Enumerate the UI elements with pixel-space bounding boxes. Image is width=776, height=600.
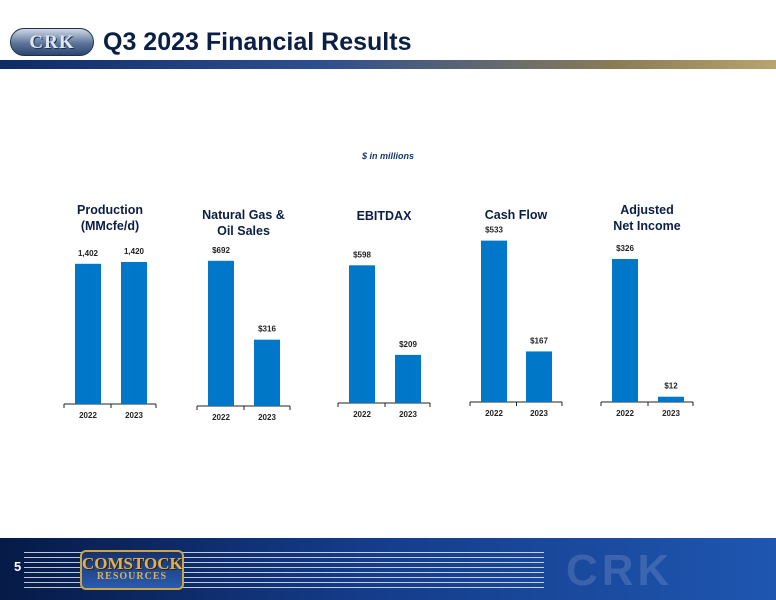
page-number: 5 (14, 559, 22, 574)
bar (121, 262, 147, 404)
units-subtitle: $ in millions (361, 151, 414, 161)
crk-watermark-icon: CRK (566, 546, 674, 595)
category-label: 2023 (399, 410, 417, 419)
data-label: $12 (664, 382, 678, 391)
chart-title: Net Income (613, 219, 680, 233)
data-label: $167 (530, 336, 548, 345)
bar (526, 351, 552, 402)
chart-title: (MMcfe/d) (81, 219, 139, 233)
data-label: 1,402 (78, 249, 99, 258)
comstock-resources-logo-icon: COMSTOCK RESOURCES (80, 550, 184, 590)
crk-logo-icon: CRK (10, 28, 94, 56)
category-label: 2022 (212, 413, 230, 422)
bar (349, 265, 375, 403)
bar (208, 260, 234, 406)
bar (481, 240, 507, 402)
page-title: Q3 2023 Financial Results (103, 28, 412, 56)
category-label: 2022 (79, 411, 97, 420)
bar (612, 259, 638, 402)
data-label: $209 (399, 340, 417, 349)
data-label: 1,420 (124, 247, 145, 256)
category-label: 2023 (125, 411, 143, 420)
slide-header: CRK Q3 2023 Financial Results (0, 0, 776, 70)
data-label: $533 (485, 226, 503, 235)
bar (254, 339, 280, 406)
bar (75, 263, 101, 404)
data-label: $692 (212, 246, 230, 255)
bar (658, 396, 684, 402)
category-label: 2023 (258, 413, 276, 422)
chart-title: Cash Flow (485, 208, 548, 222)
chart-title: Oil Sales (217, 224, 270, 238)
data-label: $316 (258, 325, 276, 334)
chart-title: Adjusted (620, 203, 673, 217)
header-divider (0, 60, 776, 69)
slide-footer: 5 COMSTOCK RESOURCES CRK (0, 538, 776, 600)
chart-title: Production (77, 203, 143, 217)
chart-title: EBITDAX (357, 209, 413, 223)
category-label: 2023 (662, 409, 680, 418)
category-label: 2022 (485, 409, 503, 418)
category-label: 2022 (616, 409, 634, 418)
data-label: $598 (353, 250, 371, 259)
data-label: $326 (616, 244, 634, 253)
bar (395, 354, 421, 403)
category-label: 2023 (530, 409, 548, 418)
category-label: 2022 (353, 410, 371, 419)
chart-title: Natural Gas & (202, 208, 285, 222)
